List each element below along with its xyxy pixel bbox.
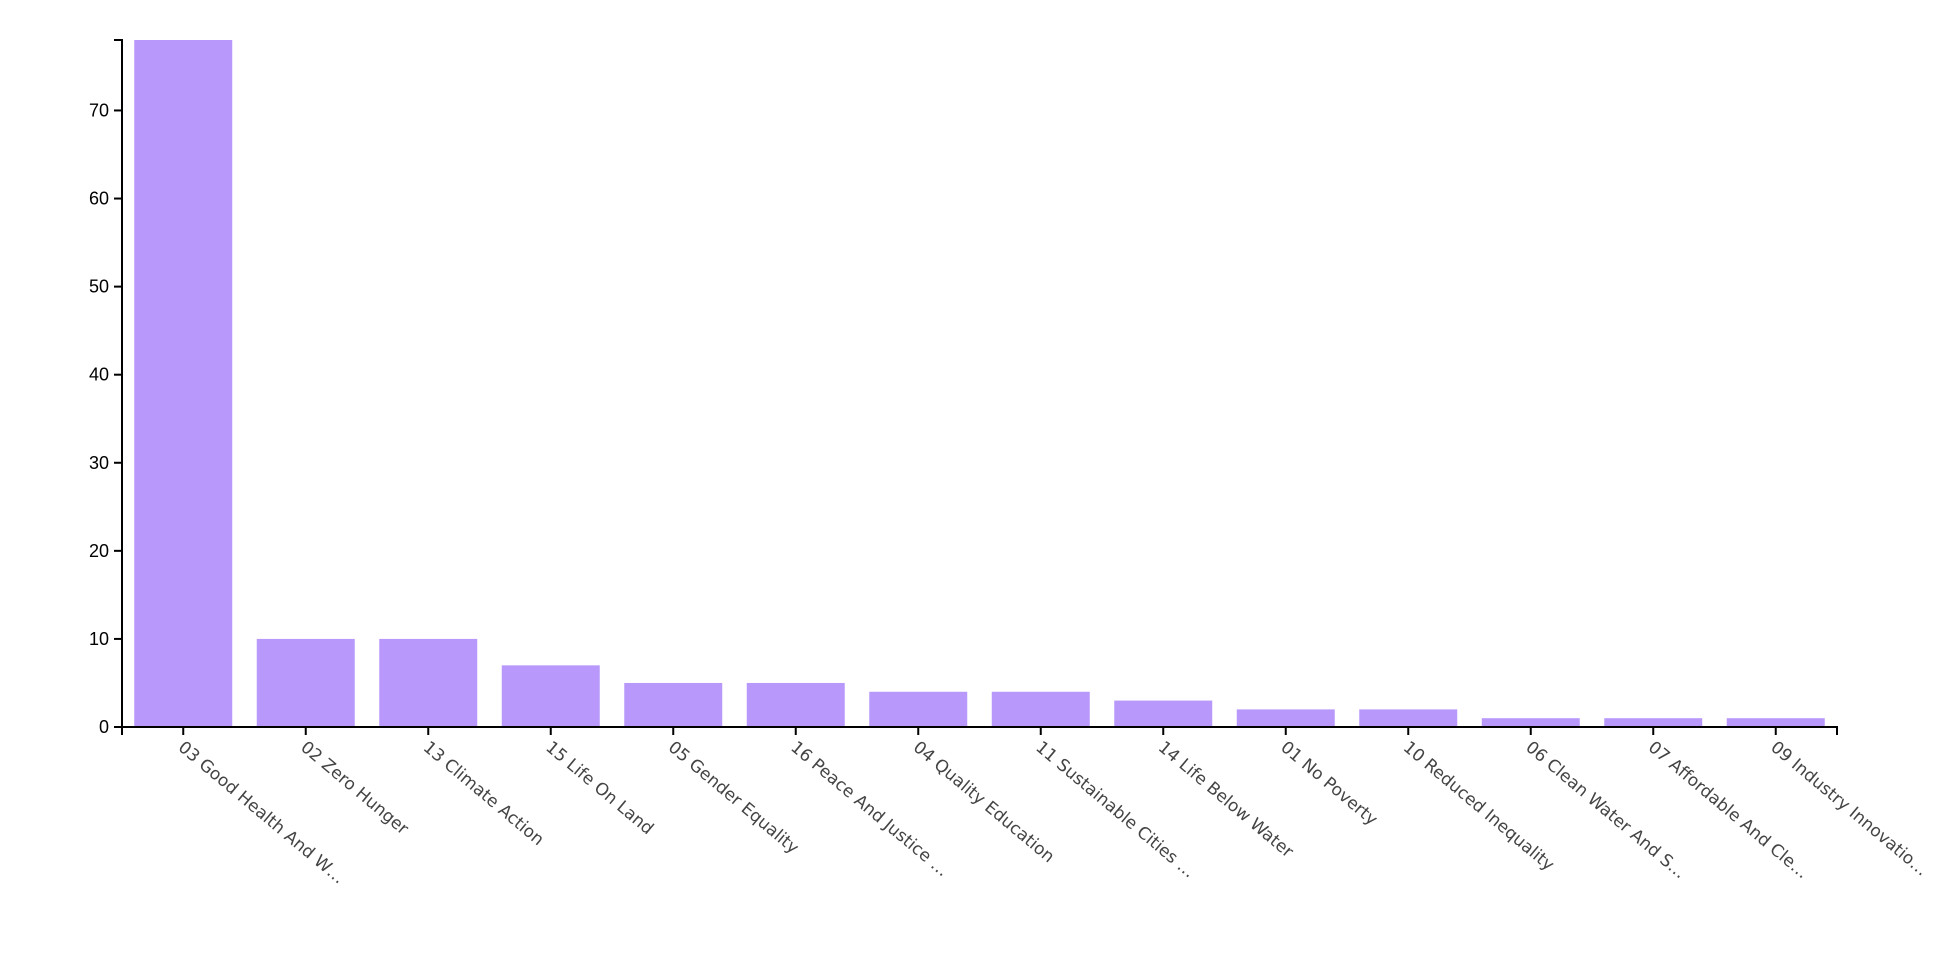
bar — [134, 40, 233, 727]
x-tick-label: 15 Life On Land — [542, 738, 658, 840]
x-tick-label: 02 Zero Hunger — [297, 738, 413, 840]
y-axis: 0 10 20 30 40 50 60 70 — [89, 39, 123, 737]
x-tick-label: 05 Gender Equality — [664, 738, 802, 859]
bar — [746, 682, 845, 727]
y-tick-label: 40 — [89, 365, 109, 385]
y-tick-label: 20 — [89, 541, 109, 561]
bar — [1114, 700, 1213, 727]
y-tick-label: 0 — [99, 717, 109, 737]
y-tick-label: 30 — [89, 453, 109, 473]
x-tick-label: 13 Climate Action — [419, 738, 548, 850]
x-tick-label: 01 No Poverty — [1277, 738, 1382, 830]
bar — [256, 638, 355, 727]
x-tick-label: 14 Life Below Water — [1154, 738, 1297, 863]
bar — [501, 665, 600, 727]
bars-group — [134, 40, 1825, 727]
y-axis-line — [114, 39, 123, 728]
y-tick-label: 70 — [89, 100, 109, 120]
bar — [1359, 709, 1458, 727]
bar — [379, 638, 478, 727]
y-tick-label: 10 — [89, 629, 109, 649]
bar — [1236, 709, 1335, 727]
bar — [1481, 718, 1580, 727]
bar — [869, 691, 968, 727]
bar — [624, 682, 723, 727]
bar — [1604, 718, 1703, 727]
x-axis-line — [121, 726, 1838, 735]
x-axis: 03 Good Health And W…02 Zero Hunger 13 Cl… — [121, 726, 1932, 888]
y-tick-label: 60 — [89, 189, 109, 209]
y-tick-label: 50 — [89, 277, 109, 297]
bar — [1726, 718, 1825, 727]
bar — [991, 691, 1090, 727]
